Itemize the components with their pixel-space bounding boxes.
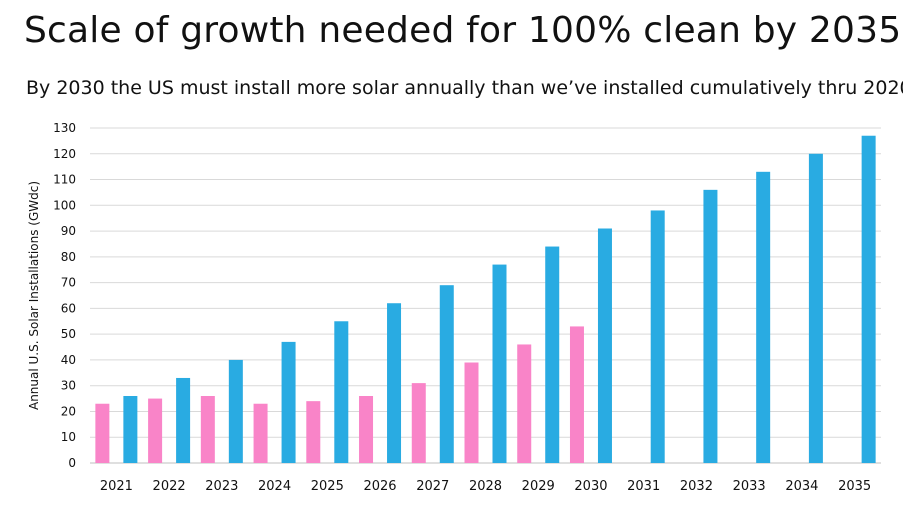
chart-subtitle: By 2030 the US must install more solar a… bbox=[26, 77, 903, 99]
y-tick-label: 110 bbox=[53, 173, 76, 187]
x-tick-label: 2030 bbox=[574, 479, 607, 494]
bar-series-2 bbox=[545, 246, 560, 463]
y-tick-label: 70 bbox=[61, 276, 76, 290]
bar-series-2 bbox=[334, 321, 349, 463]
bar-series-2 bbox=[281, 341, 296, 463]
bar-series-1 bbox=[569, 326, 584, 463]
bar-series-2 bbox=[756, 171, 771, 464]
bar-series-1 bbox=[359, 396, 374, 463]
bar-series-2 bbox=[228, 359, 243, 463]
x-tick-label: 2031 bbox=[627, 479, 660, 494]
bar-series-2 bbox=[808, 153, 823, 463]
bar-series-2 bbox=[439, 285, 454, 463]
x-tick-label: 2034 bbox=[785, 479, 818, 494]
bar-series-2 bbox=[650, 210, 665, 463]
y-tick-label: 30 bbox=[61, 379, 76, 393]
x-tick-label: 2028 bbox=[469, 479, 502, 494]
y-tick-label: 60 bbox=[61, 301, 76, 315]
y-axis-title: Annual U.S. Solar Installations (GWdc) bbox=[27, 181, 41, 410]
bar-series-2 bbox=[387, 303, 402, 463]
x-tick-label: 2026 bbox=[363, 479, 396, 494]
x-tick-label: 2023 bbox=[205, 479, 238, 494]
x-tick-label: 2021 bbox=[100, 479, 133, 494]
y-tick-label: 40 bbox=[61, 353, 76, 367]
bar-series-1 bbox=[517, 344, 532, 463]
x-tick-label: 2027 bbox=[416, 479, 449, 494]
bar-series-1 bbox=[306, 401, 321, 463]
y-tick-label: 0 bbox=[68, 456, 76, 470]
y-tick-label: 100 bbox=[53, 198, 76, 212]
bar-series-1 bbox=[464, 362, 479, 463]
bar-series-2 bbox=[861, 135, 876, 463]
bar-series-2 bbox=[123, 396, 138, 463]
x-tick-label: 2032 bbox=[680, 479, 713, 494]
x-tick-label: 2024 bbox=[258, 479, 291, 494]
y-tick-label: 90 bbox=[61, 224, 76, 238]
y-tick-label: 50 bbox=[61, 327, 76, 341]
x-tick-label: 2029 bbox=[522, 479, 555, 494]
chart-title: Scale of growth needed for 100% clean by… bbox=[24, 10, 902, 51]
bar-series-1 bbox=[95, 403, 110, 463]
bar-series-1 bbox=[148, 398, 163, 463]
y-tick-label: 120 bbox=[53, 147, 76, 161]
y-tick-label: 80 bbox=[61, 250, 76, 264]
bar-series-1 bbox=[200, 396, 215, 463]
x-tick-label: 2033 bbox=[733, 479, 766, 494]
y-tick-label: 20 bbox=[61, 404, 76, 418]
bar-series-2 bbox=[597, 228, 612, 463]
bar-series-2 bbox=[176, 377, 191, 463]
bar-series-1 bbox=[411, 383, 426, 463]
bar-series-2 bbox=[703, 189, 718, 463]
x-tick-label: 2035 bbox=[838, 479, 871, 494]
bar-series-1 bbox=[253, 403, 268, 463]
x-tick-label: 2022 bbox=[153, 479, 186, 494]
bar-series-2 bbox=[492, 264, 507, 463]
y-tick-label: 10 bbox=[61, 430, 76, 444]
x-tick-label: 2025 bbox=[311, 479, 344, 494]
y-tick-label: 130 bbox=[53, 121, 76, 135]
